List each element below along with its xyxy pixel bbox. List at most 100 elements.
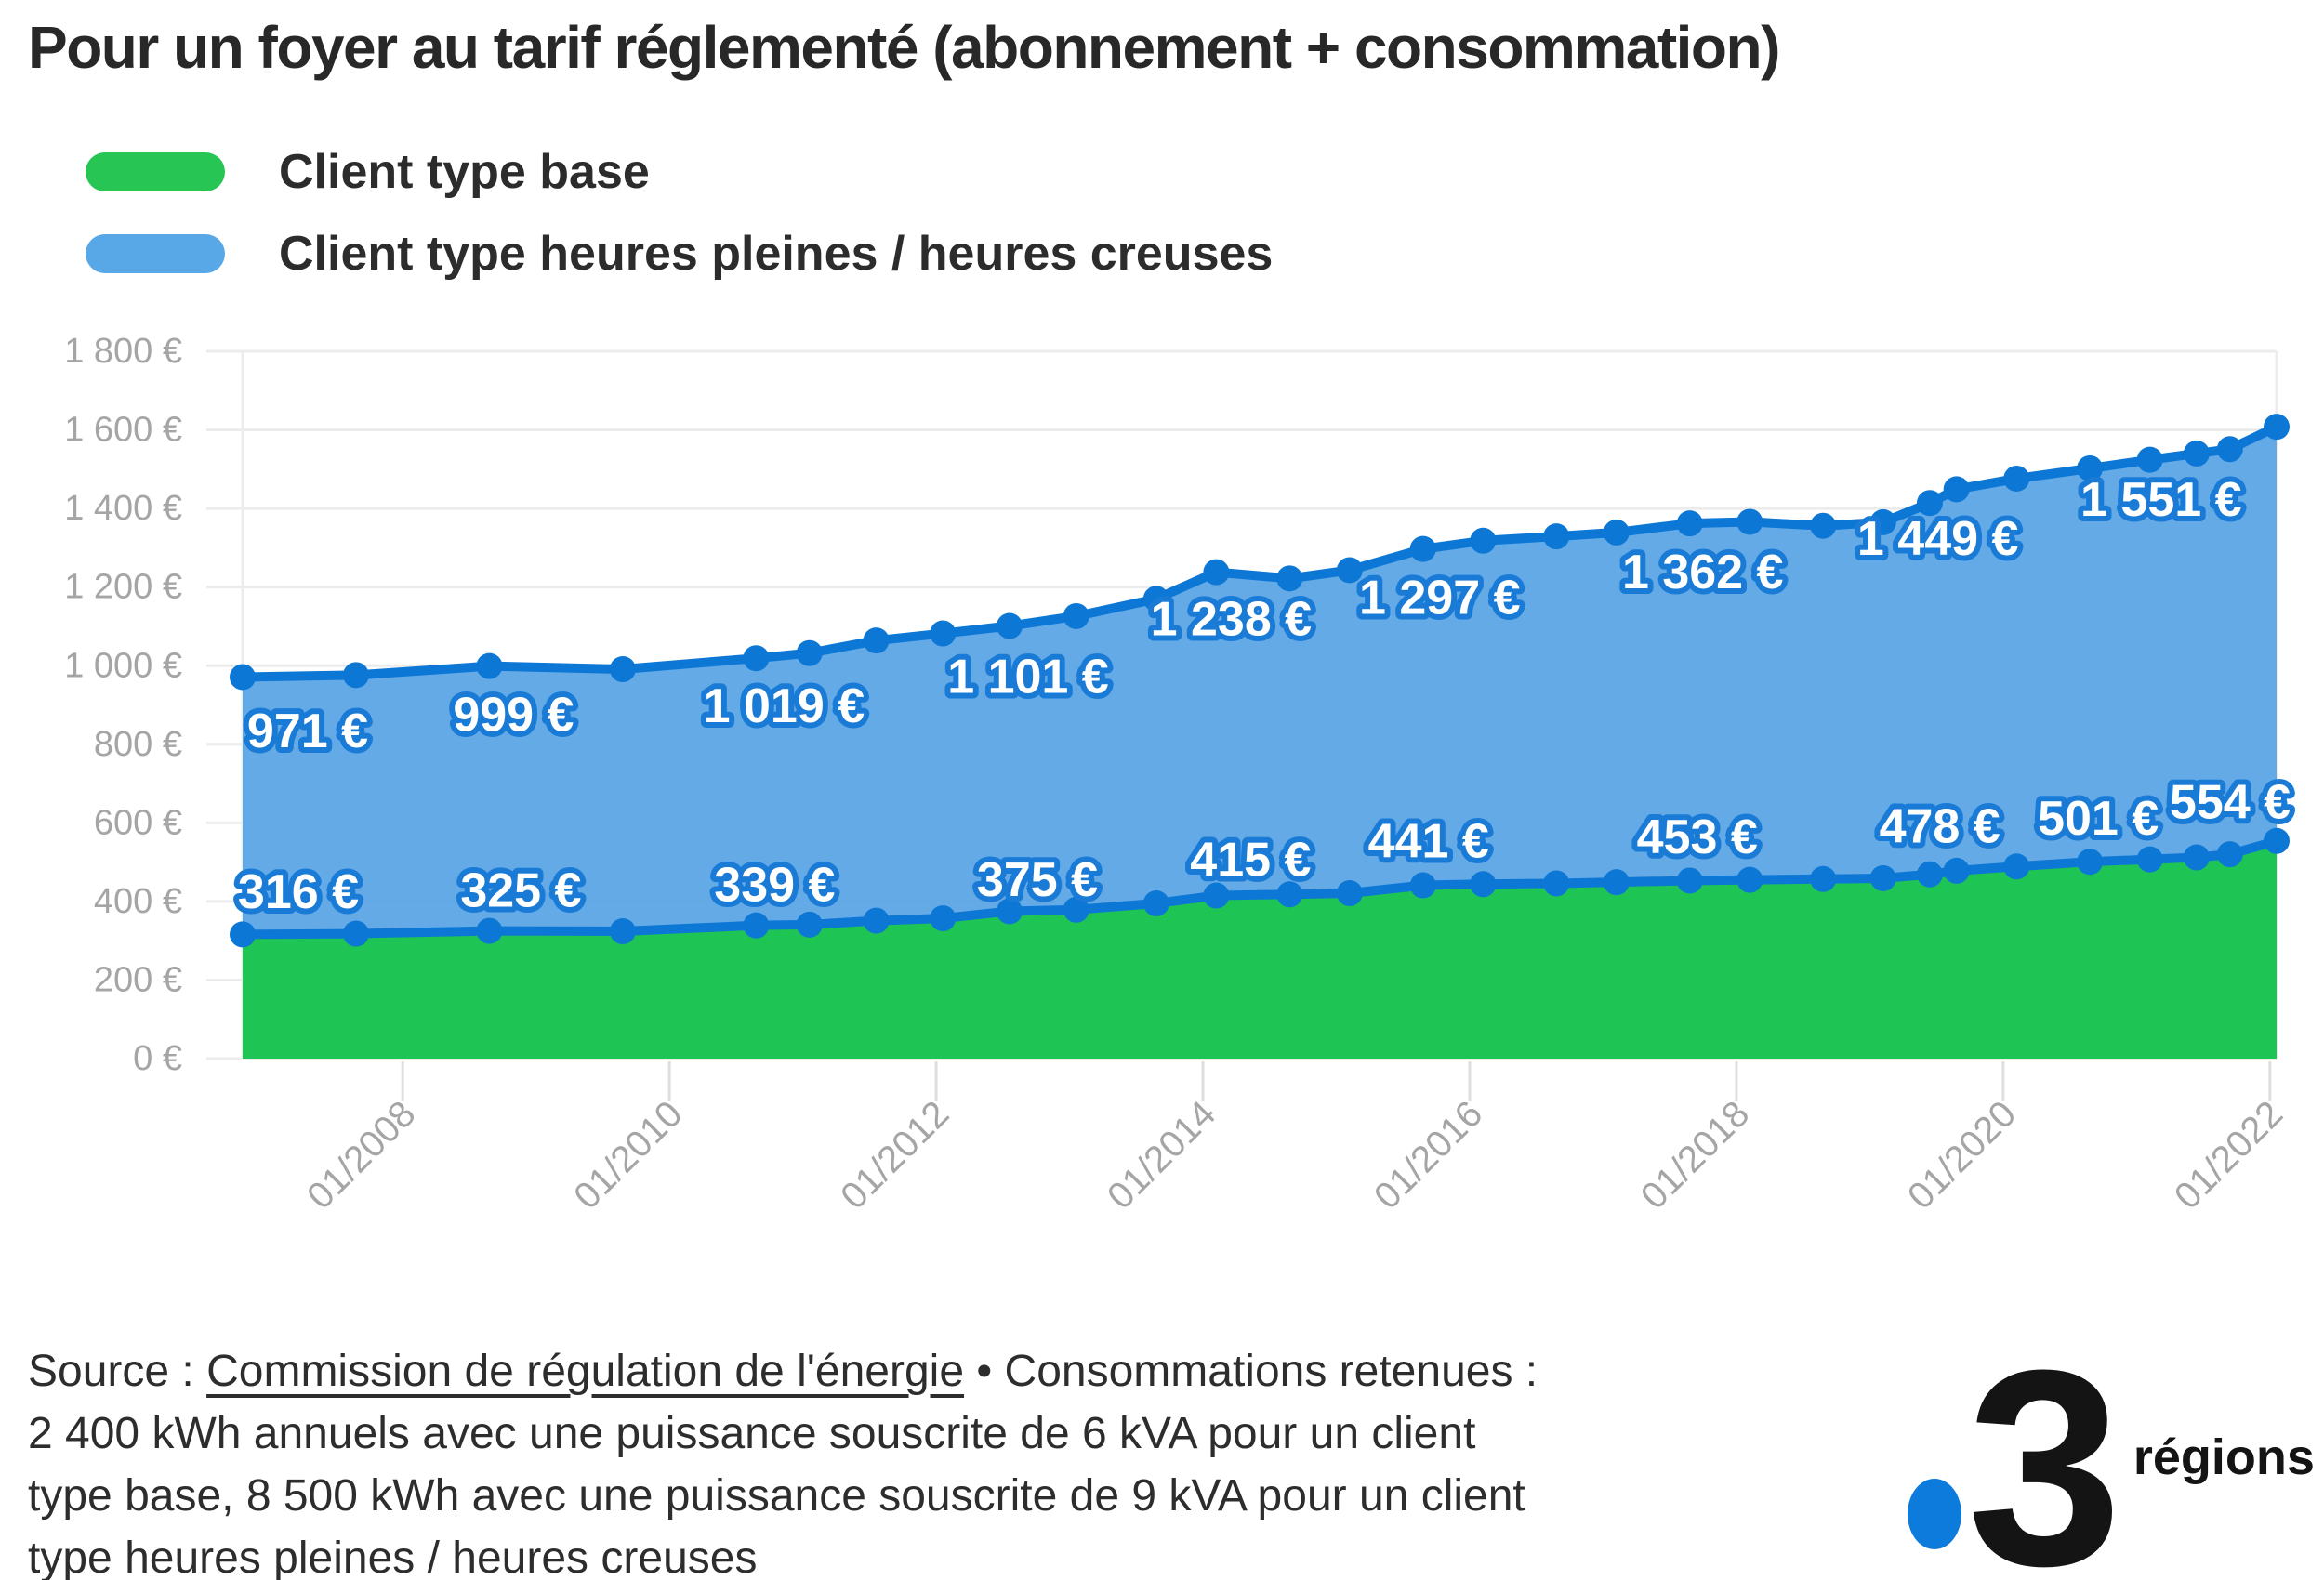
- data-point-marker: [2003, 465, 2030, 492]
- hphc-value-label: 1 101 €: [947, 650, 1109, 704]
- data-point-marker: [1203, 559, 1230, 586]
- data-point-marker: [743, 645, 770, 672]
- y-tick-label: 200 €: [94, 960, 182, 999]
- x-tick-label: 01/2014: [1100, 1093, 1223, 1217]
- hphc-value-label: 971 €: [247, 704, 368, 758]
- data-point-marker: [996, 612, 1023, 639]
- data-point-marker: [2077, 849, 2104, 876]
- x-tick-label: 01/2008: [299, 1093, 423, 1217]
- data-point-marker: [609, 656, 636, 683]
- data-point-marker: [1810, 865, 1837, 892]
- source-link[interactable]: Commission de régulation de l'énergie: [206, 1347, 965, 1396]
- data-point-marker: [1916, 490, 1943, 517]
- source-note: Source : Commission de régulation de l'é…: [28, 1340, 1906, 1580]
- france3-regions-logo: 3 régions: [1908, 1328, 2322, 1580]
- data-point-marker: [930, 905, 957, 932]
- data-point-marker: [1676, 867, 1703, 894]
- source-line1-rest: • Consommations retenues :: [964, 1347, 1538, 1396]
- hphc-value-label: 1 019 €: [704, 679, 865, 733]
- data-point-marker: [1543, 523, 1570, 550]
- x-tick-label: 01/2018: [1633, 1093, 1757, 1217]
- legend-label-base: Client type base: [279, 145, 650, 199]
- hphc-value-label: 1 297 €: [1359, 571, 1521, 625]
- legend-item-base: Client type base: [86, 145, 1273, 199]
- data-point-marker: [1543, 870, 1570, 897]
- data-point-marker: [1142, 586, 1169, 612]
- hphc-value-label: 1 449 €: [1857, 512, 2019, 566]
- data-point-marker: [2264, 414, 2290, 441]
- chart-legend: Client type base Client type heures plei…: [86, 145, 1273, 314]
- base-area: [243, 840, 2277, 1059]
- base-value-label: 453 €: [1637, 810, 1758, 864]
- data-point-marker: [476, 917, 503, 944]
- data-point-marker: [996, 898, 1023, 925]
- data-point-marker: [2077, 454, 2104, 481]
- base-value-label: 501 €: [2038, 792, 2159, 846]
- data-point-marker: [1336, 880, 1363, 907]
- base-value-label: 325 €: [460, 863, 581, 917]
- logo-regions-label: régions: [2133, 1429, 2315, 1485]
- data-point-marker: [1409, 872, 1436, 899]
- hphc-value-label: 1 238 €: [1151, 592, 1313, 646]
- data-point-marker: [1409, 535, 1436, 562]
- data-point-marker: [342, 662, 369, 689]
- y-tick-label: 800 €: [94, 725, 182, 764]
- x-tick-label: 01/2010: [566, 1093, 690, 1217]
- data-point-marker: [1736, 508, 1763, 535]
- data-point-marker: [1943, 476, 1970, 503]
- data-point-marker: [1470, 527, 1497, 554]
- base-value-label: 554 €: [2170, 776, 2291, 830]
- data-point-marker: [2264, 827, 2290, 854]
- data-point-marker: [2216, 436, 2243, 463]
- data-point-marker: [743, 912, 770, 939]
- y-tick-label: 1 400 €: [64, 489, 182, 528]
- data-point-marker: [230, 664, 256, 691]
- x-tick-label: 01/2022: [2167, 1093, 2291, 1217]
- hphc-value-label: 1 551 €: [2080, 473, 2242, 527]
- data-point-marker: [2183, 440, 2210, 467]
- data-point-marker: [863, 627, 890, 654]
- legend-swatch-green: [86, 152, 225, 191]
- data-point-marker: [2216, 841, 2243, 868]
- legend-label-hphc: Client type heures pleines / heures creu…: [279, 227, 1274, 281]
- x-tick-label: 01/2012: [833, 1093, 957, 1217]
- source-line2: 2 400 kWh annuels avec une puissance sou…: [28, 1409, 1476, 1458]
- data-point-marker: [863, 907, 890, 934]
- data-point-marker: [1943, 857, 1970, 884]
- data-point-marker: [1603, 519, 1630, 546]
- data-point-marker: [1203, 882, 1230, 909]
- hphc-value-label: 1 362 €: [1622, 546, 1784, 599]
- data-point-marker: [230, 921, 256, 948]
- data-point-marker: [1869, 508, 1896, 535]
- data-point-marker: [1336, 557, 1363, 584]
- y-tick-label: 0 €: [133, 1039, 182, 1078]
- source-line3: type base, 8 500 kWh avec une puissance …: [28, 1471, 1525, 1521]
- y-tick-label: 1 000 €: [64, 646, 182, 685]
- base-value-label: 339 €: [714, 858, 835, 912]
- data-point-marker: [1676, 510, 1703, 537]
- x-tick-label: 01/2016: [1367, 1093, 1490, 1217]
- source-line4: type heures pleines / heures creuses: [28, 1534, 758, 1580]
- data-point-marker: [1142, 890, 1169, 917]
- base-value-label: 316 €: [238, 865, 359, 919]
- y-tick-label: 1 600 €: [64, 411, 182, 450]
- data-point-marker: [1869, 864, 1896, 891]
- data-point-marker: [796, 911, 823, 938]
- data-point-marker: [1470, 871, 1497, 898]
- data-point-marker: [609, 918, 636, 945]
- base-value-label: 415 €: [1190, 833, 1311, 887]
- data-point-marker: [1916, 861, 1943, 888]
- data-point-marker: [2136, 846, 2163, 873]
- y-tick-label: 400 €: [94, 882, 182, 921]
- legend-item-hphc: Client type heures pleines / heures creu…: [86, 227, 1273, 281]
- y-tick-label: 1 800 €: [64, 332, 182, 371]
- y-tick-label: 600 €: [94, 803, 182, 842]
- x-tick-label: 01/2020: [1900, 1093, 2024, 1217]
- data-point-marker: [1603, 869, 1630, 896]
- legend-swatch-blue: [86, 234, 225, 273]
- y-tick-label: 1 200 €: [64, 568, 182, 607]
- data-point-marker: [2183, 844, 2210, 871]
- data-point-marker: [1810, 512, 1837, 539]
